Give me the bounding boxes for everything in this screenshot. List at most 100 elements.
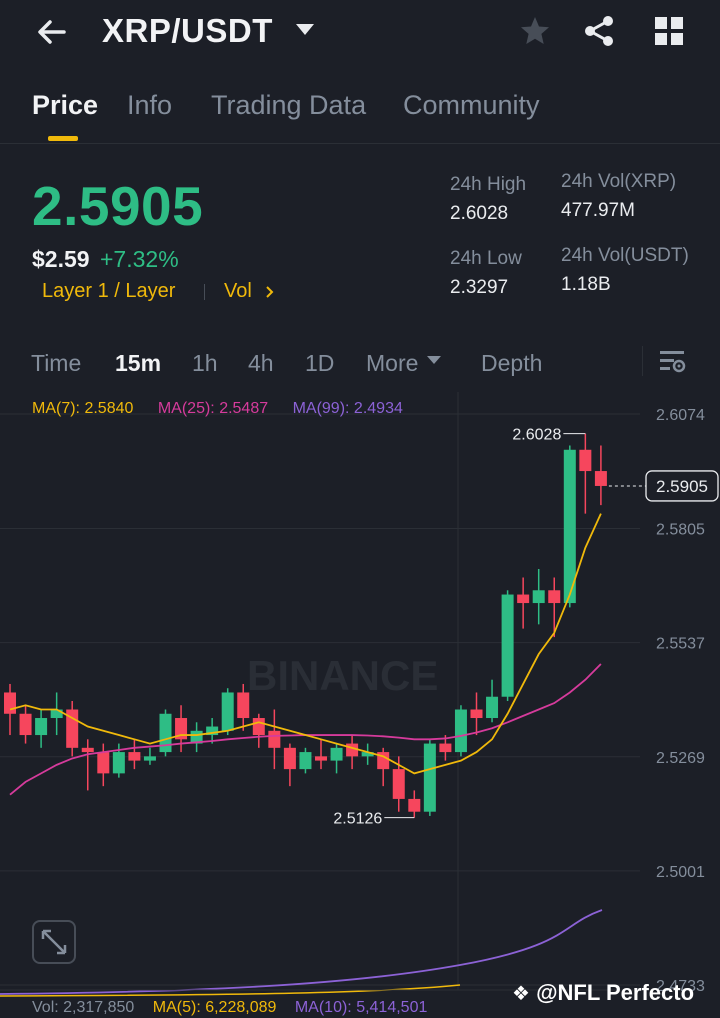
- candle-body: [35, 718, 48, 736]
- candle-body: [408, 798, 421, 812]
- vol-ma5-line: [0, 984, 461, 997]
- candle-body: [112, 752, 125, 774]
- low-value: 2.3297: [450, 277, 509, 298]
- ma7-label: MA(7): 2.5840: [32, 400, 134, 417]
- candle-body: [330, 747, 343, 761]
- pair-title[interactable]: XRP/USDT: [102, 12, 273, 49]
- ma25-label: MA(25): 2.5487: [157, 400, 269, 417]
- more-caret-icon[interactable]: [427, 356, 441, 364]
- candle-body: [128, 752, 141, 761]
- vol-ma10-label: MA(10): 5,414,501: [294, 999, 428, 1016]
- candle-body: [252, 718, 265, 736]
- chart-settings-icon[interactable]: [658, 348, 688, 376]
- tab-price[interactable]: Price: [32, 90, 99, 120]
- ma99-label: MA(99): 2.4934: [292, 400, 403, 417]
- back-arrow-icon[interactable]: [34, 14, 70, 50]
- tag-divider: [204, 284, 205, 300]
- candle-body: [517, 594, 530, 604]
- top-bar: XRP/USDT: [0, 0, 720, 66]
- vol-usdt-value: 1.18B: [561, 274, 611, 295]
- candlestick-chart[interactable]: BINANCE 2.6028 2.5126 2.5905 2.6074 2.5805 2…: [0, 392, 720, 1018]
- candle-body: [439, 743, 452, 753]
- credit-text: @NFL Perfecto: [536, 980, 695, 1005]
- candle-body: [268, 730, 281, 748]
- candle-body: [392, 769, 405, 799]
- grid-icon[interactable]: [654, 16, 684, 46]
- chevron-right-icon[interactable]: [265, 285, 275, 299]
- active-tab-indicator: [48, 136, 78, 141]
- high-annotation: 2.6028: [512, 427, 561, 444]
- timeframe-time[interactable]: Time: [31, 350, 82, 376]
- expand-chart-button[interactable]: [32, 920, 76, 964]
- share-icon[interactable]: [582, 14, 616, 48]
- vol-label: Vol: 2,317,850: [32, 999, 135, 1016]
- watermark-text: BINANCE: [247, 652, 438, 699]
- vol-usdt-label: 24h Vol(USDT): [561, 245, 689, 266]
- credit-watermark: ❖ @NFL Perfecto: [512, 980, 694, 1006]
- timeframe-1d[interactable]: 1D: [305, 350, 335, 376]
- price-tick-label: 2.5537: [656, 636, 705, 653]
- usd-price: $2.59: [32, 246, 90, 272]
- last-price-box: [645, 470, 719, 502]
- toolbar-divider: [642, 346, 643, 376]
- candle-body: [175, 718, 188, 740]
- candle-body: [143, 756, 156, 761]
- candle-body: [97, 752, 110, 774]
- candle-body: [501, 594, 514, 697]
- expand-icon: [41, 929, 67, 955]
- ma-legend: MA(7): 2.5840 MA(25): 2.5487 MA(99): 2.4…: [32, 400, 403, 418]
- tab-trading-data[interactable]: Trading Data: [211, 90, 367, 120]
- candle-body: [470, 709, 483, 719]
- price-tick-label: 2.6074: [656, 407, 705, 424]
- ma7-line: [9, 513, 602, 775]
- candle-body: [283, 747, 296, 770]
- candle-body: [579, 449, 592, 472]
- candle-body: [299, 752, 312, 770]
- candle-body: [159, 713, 172, 753]
- candle-body: [4, 692, 16, 714]
- candle-body: [361, 752, 374, 757]
- high-label: 24h High: [450, 174, 527, 195]
- candle-body: [548, 590, 561, 604]
- price-tick-label: 2.4733: [656, 978, 705, 995]
- tab-info[interactable]: Info: [127, 90, 173, 120]
- volume-legend: Vol: 2,317,850 MA(5): 6,228,089 MA(10): …: [32, 999, 427, 1017]
- candle-body: [423, 743, 436, 812]
- vol-xrp-label: 24h Vol(XRP): [561, 171, 677, 192]
- section-tabs: Price Info Trading Data Community: [0, 88, 720, 144]
- depth-tab[interactable]: Depth: [481, 350, 543, 376]
- candle-body: [532, 590, 545, 604]
- low-label: 24h Low: [450, 248, 522, 269]
- timeframe-4h[interactable]: 4h: [248, 350, 274, 376]
- timeframe-more[interactable]: More: [366, 350, 419, 376]
- candle-body: [346, 743, 359, 757]
- price-tick-label: 2.5805: [656, 522, 705, 539]
- tab-community[interactable]: Community: [403, 90, 540, 120]
- vol-xrp-value: 477.97M: [561, 200, 635, 221]
- star-icon[interactable]: [518, 14, 552, 48]
- tag-vol[interactable]: Vol: [224, 280, 252, 302]
- caret-down-icon[interactable]: [296, 24, 314, 35]
- candle-body: [454, 709, 467, 753]
- last-price-label: 2.5905: [656, 477, 708, 496]
- candle-body: [206, 726, 219, 736]
- timeframe-1h[interactable]: 1h: [192, 350, 218, 376]
- candle-body: [563, 449, 576, 604]
- candle-body: [237, 692, 250, 719]
- vol-ma10-line: [0, 909, 603, 995]
- vol-ma5-label: MA(5): 6,228,089: [152, 999, 277, 1016]
- candle-body: [19, 713, 32, 736]
- candle-body: [594, 471, 607, 486]
- last-price: 2.5905: [32, 175, 204, 237]
- tag-layer[interactable]: Layer 1 / Layer: [42, 280, 176, 302]
- price-tick-label: 2.5269: [656, 750, 705, 767]
- candle-body: [315, 756, 327, 761]
- high-value: 2.6028: [450, 203, 509, 224]
- diamond-icon: ❖: [512, 983, 530, 1005]
- candle-body: [81, 747, 94, 753]
- low-annotation: 2.5126: [333, 811, 382, 828]
- price-change: +7.32%: [100, 246, 179, 272]
- chart-area[interactable]: BINANCE 2.6028 2.5126 2.5905 2.6074 2.5805 2…: [0, 392, 720, 1018]
- candle-body: [50, 709, 63, 719]
- timeframe-15m[interactable]: 15m: [115, 350, 162, 376]
